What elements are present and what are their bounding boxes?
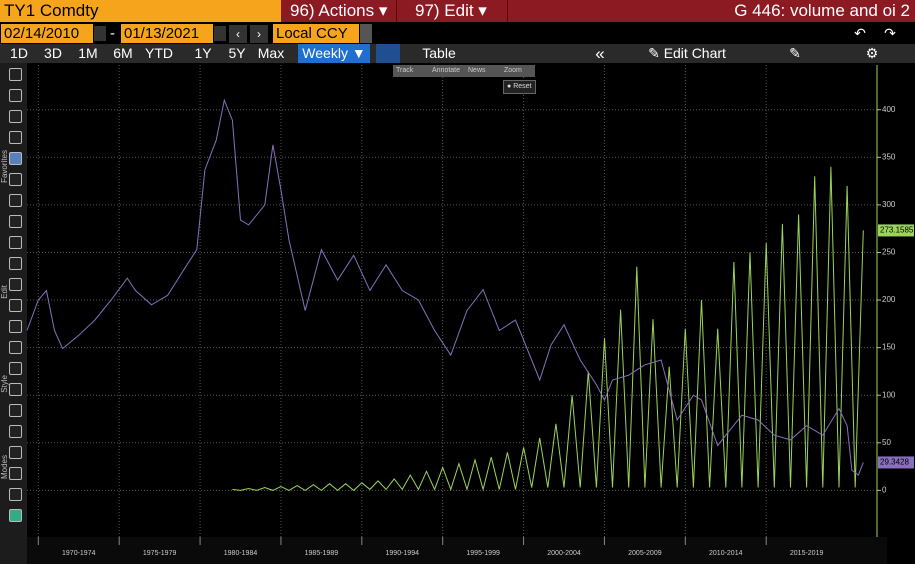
x-tick-label: 1980-1984 — [224, 550, 258, 557]
start-date[interactable]: 02/14/2010 — [1, 24, 93, 43]
tool-icon[interactable] — [9, 152, 22, 165]
tool-item[interactable]: Annotate — [432, 67, 461, 74]
settings-button[interactable]: ⚙ — [865, 45, 879, 61]
x-tick-label: 1970-1974 — [62, 550, 96, 557]
tool-icon[interactable] — [9, 110, 22, 123]
reset-label: Reset — [513, 83, 532, 90]
chart-type-button[interactable] — [376, 44, 400, 63]
tool-icon[interactable] — [9, 404, 22, 417]
tool-icon[interactable] — [9, 341, 22, 354]
collapse-button[interactable]: « — [595, 44, 605, 63]
tool-icon[interactable] — [9, 68, 22, 81]
tool-icon[interactable] — [9, 362, 22, 375]
period-button[interactable]: 5Y — [228, 45, 246, 61]
tool-icon[interactable] — [9, 215, 22, 228]
table-button[interactable]: Table — [422, 45, 456, 61]
currency-dropdown[interactable] — [360, 24, 372, 43]
plot-area — [27, 65, 877, 537]
y-tick-label: 0 — [882, 485, 887, 494]
last-value-box — [878, 224, 914, 237]
date-separator: - — [110, 25, 115, 42]
y-tick-label: 350 — [882, 152, 896, 161]
last-value-box — [878, 456, 914, 469]
edit-chart-label: Edit Chart — [663, 45, 726, 61]
period-button[interactable]: YTD — [145, 45, 173, 61]
tool-icon[interactable] — [9, 278, 22, 291]
edit-menu[interactable]: 97) Edit ▾ — [396, 0, 508, 22]
undo-button[interactable]: ↶ — [854, 25, 866, 41]
y-tick-label: 200 — [882, 295, 896, 304]
calendar-icon[interactable] — [94, 26, 106, 41]
reset-button[interactable]: ● Reset — [503, 80, 536, 94]
period-button[interactable]: 1M — [78, 45, 98, 61]
last-value-label: 273.1585 — [880, 226, 914, 235]
tool-icon[interactable] — [9, 320, 22, 333]
series-line — [26, 98, 864, 476]
tool-item[interactable]: Track — [396, 67, 414, 74]
chart-title: G 446: volume and oi 2 — [734, 1, 910, 20]
tool-icon[interactable] — [9, 383, 22, 396]
tool-icon[interactable] — [9, 194, 22, 207]
tool-icon[interactable] — [9, 257, 22, 270]
next-button[interactable]: › — [250, 25, 268, 43]
last-value-label: 29.3428 — [880, 458, 909, 467]
tool-icon[interactable] — [9, 467, 22, 480]
tool-item[interactable]: Zoom — [504, 67, 522, 74]
y-tick-label: 100 — [882, 390, 896, 399]
frequency-dropdown[interactable]: Weekly ▼ — [298, 44, 370, 63]
tool-icon[interactable] — [9, 173, 22, 186]
period-button[interactable]: 1Y — [194, 45, 212, 61]
toolbar — [0, 44, 915, 63]
prev-button[interactable]: ‹ — [229, 25, 247, 43]
x-tick-label: 1985-1989 — [305, 550, 339, 557]
period-button[interactable]: Max — [257, 45, 285, 61]
y-tick-label: 150 — [882, 343, 896, 352]
x-tick-label: 1975-1979 — [143, 550, 177, 557]
period-button[interactable]: 1D — [10, 45, 28, 61]
y-tick-label: 300 — [882, 200, 896, 209]
tool-icon[interactable] — [9, 425, 22, 438]
edit-chart-button[interactable]: ✎ Edit Chart — [648, 45, 726, 61]
redo-button[interactable]: ↷ — [884, 25, 896, 41]
tool-icon[interactable] — [9, 509, 22, 522]
x-tick-label: 1990-1994 — [386, 550, 420, 557]
actions-menu[interactable]: 96) Actions ▾ — [290, 1, 388, 20]
tool-icon[interactable] — [9, 299, 22, 312]
security-field[interactable]: TY1 Comdty — [0, 0, 281, 22]
x-axis-strip — [27, 537, 887, 564]
left-toolbar — [0, 63, 27, 564]
tool-icon[interactable] — [9, 131, 22, 144]
x-tick-label: 1995-1999 — [466, 550, 500, 557]
end-date[interactable]: 01/13/2021 — [121, 24, 213, 43]
tool-icon[interactable] — [9, 446, 22, 459]
tool-icon[interactable] — [9, 488, 22, 501]
x-tick-label: 2015-2019 — [790, 550, 824, 557]
period-button[interactable]: 6M — [113, 45, 133, 61]
x-tick-label: 2010-2014 — [709, 550, 743, 557]
y-tick-label: 400 — [882, 105, 896, 114]
tool-icon[interactable] — [9, 236, 22, 249]
calendar-icon[interactable] — [214, 26, 226, 41]
y-tick-label: 250 — [882, 248, 896, 257]
annotate-button[interactable]: ✎ — [789, 45, 801, 61]
period-button[interactable]: 3D — [44, 45, 62, 61]
tool-item[interactable]: News — [468, 67, 486, 74]
chart-tools: Track Annotate News Zoom — [393, 65, 535, 77]
tool-icon[interactable] — [9, 89, 22, 102]
currency-field[interactable]: Local CCY — [273, 24, 359, 43]
series-line — [232, 166, 864, 492]
y-tick-label: 50 — [882, 438, 891, 447]
x-tick-label: 2000-2004 — [547, 550, 581, 557]
x-tick-label: 2005-2009 — [628, 550, 662, 557]
